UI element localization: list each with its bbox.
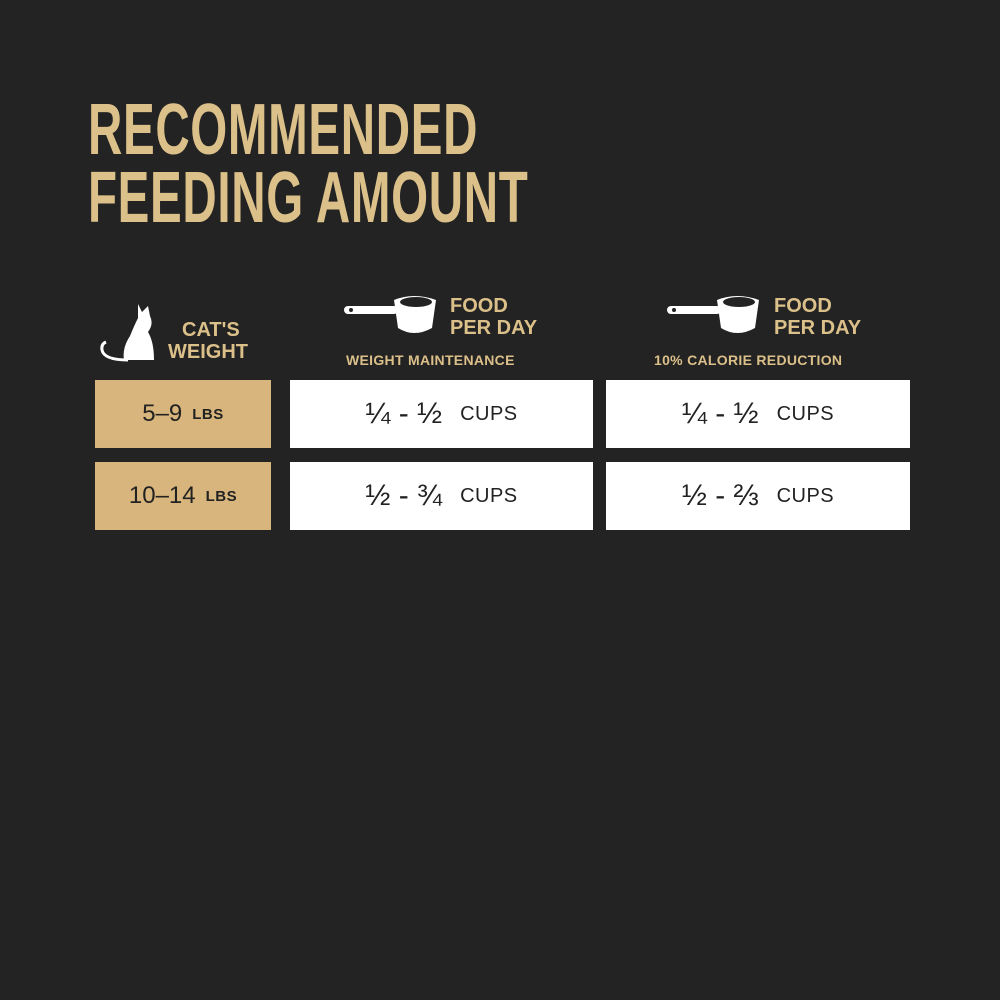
reduction-amount-cell: ¼ - ½ CUPS [606, 380, 910, 448]
amount-unit: CUPS [776, 484, 835, 507]
cat-icon [100, 304, 154, 362]
measuring-cup-icon [344, 296, 436, 333]
measuring-cup-icon [667, 296, 759, 333]
weight-unit: LBS [205, 487, 238, 505]
weight-cell: 10–14 LBS [95, 462, 271, 530]
amount-unit: CUPS [776, 402, 835, 425]
maintenance-header-line-1: FOOD [450, 295, 508, 317]
reduction-amount-cell: ½ - ⅔ CUPS [606, 462, 910, 530]
weight-unit: LBS [192, 405, 224, 423]
maintenance-header-line-2: PER DAY [450, 317, 538, 339]
weight-header-line-2: WEIGHT [168, 341, 248, 363]
reduction-subheader: 10% CALORIE REDUCTION [654, 352, 843, 368]
reduction-header-line-1: FOOD [774, 295, 832, 317]
weight-cell: 5–9 LBS [95, 380, 271, 448]
maintenance-amount-cell: ¼ - ½ CUPS [290, 380, 593, 448]
maintenance-subheader: WEIGHT MAINTENANCE [346, 352, 515, 368]
amount-value: ½ - ¾ [365, 479, 443, 512]
amount-value: ¼ - ½ [681, 397, 759, 430]
amount-unit: CUPS [460, 484, 518, 507]
amount-value: ¼ - ½ [365, 397, 443, 430]
amount-value: ½ - ⅔ [681, 479, 759, 512]
weight-header-line-1: CAT'S [182, 319, 240, 341]
weight-value: 5–9 [142, 400, 183, 427]
maintenance-amount-cell: ½ - ¾ CUPS [290, 462, 593, 530]
title-line-2: FEEDING AMOUNT [88, 158, 529, 238]
title-line-1: RECOMMENDED [88, 90, 479, 170]
reduction-header-line-2: PER DAY [774, 317, 862, 339]
amount-unit: CUPS [460, 402, 518, 425]
weight-value: 10–14 [128, 482, 196, 509]
